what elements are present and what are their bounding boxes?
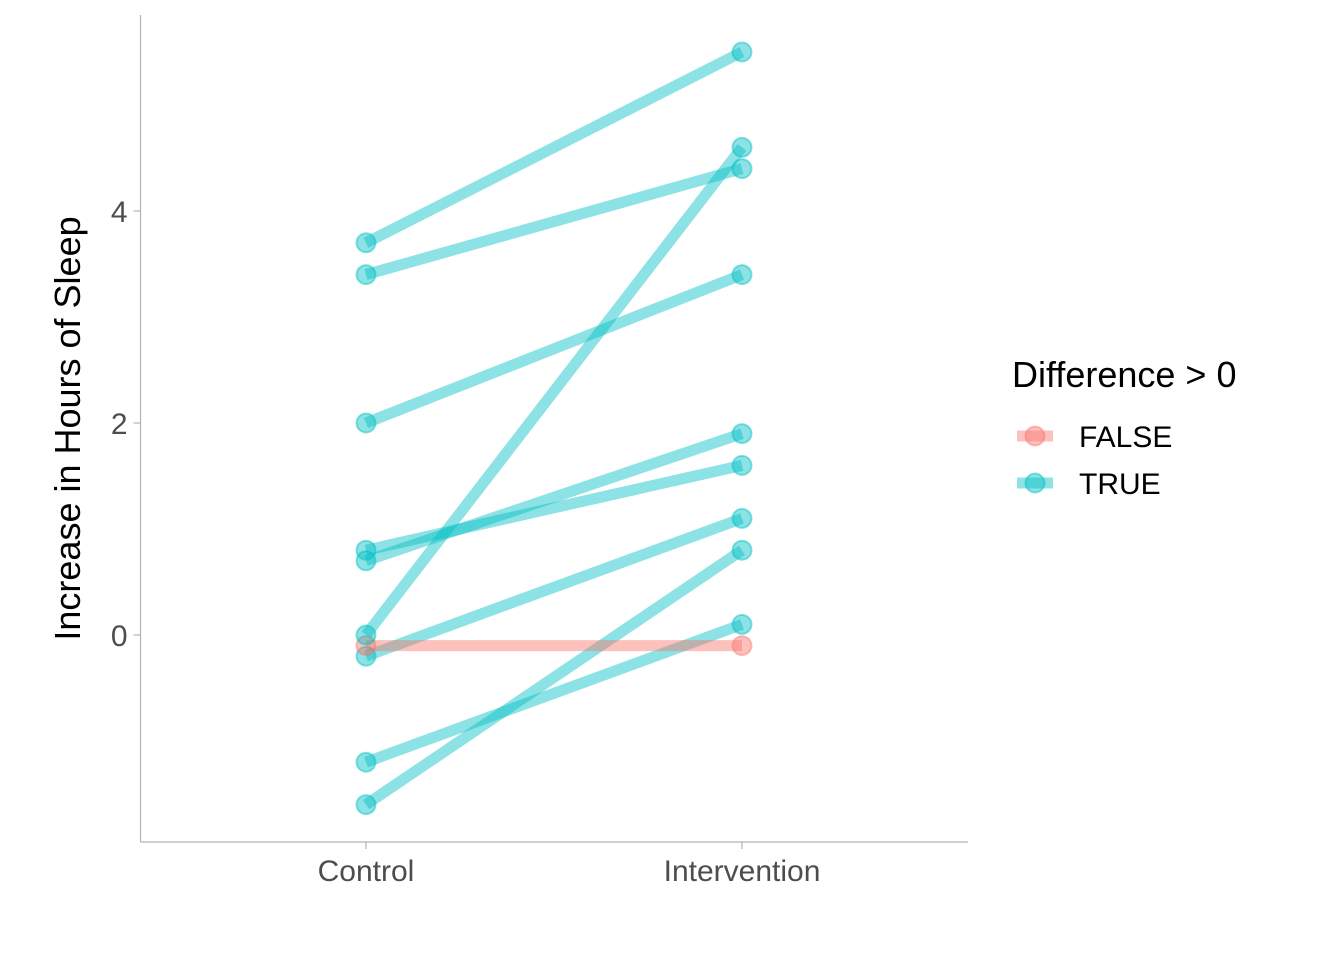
y-ticks: 0 2 4 xyxy=(111,196,141,653)
data-point xyxy=(731,635,753,657)
data-point xyxy=(355,232,377,254)
series-lines xyxy=(361,47,747,810)
data-point xyxy=(731,158,753,180)
series-points xyxy=(355,41,753,816)
x-tick-label: Intervention xyxy=(664,855,821,888)
data-point xyxy=(355,794,377,816)
data-point xyxy=(731,41,753,63)
data-point xyxy=(355,751,377,773)
series-line xyxy=(363,47,745,248)
legend-label: TRUE xyxy=(1079,468,1161,501)
data-point xyxy=(731,136,753,158)
y-tick-label: 4 xyxy=(111,196,128,229)
data-point xyxy=(731,454,753,476)
y-tick-label: 2 xyxy=(111,408,128,441)
data-point xyxy=(731,539,753,561)
legend-label: FALSE xyxy=(1079,421,1172,454)
series-line xyxy=(364,163,744,280)
legend-entries: FALSE TRUE xyxy=(1017,421,1172,501)
data-point xyxy=(731,423,753,445)
series-line xyxy=(361,144,747,639)
data-point xyxy=(731,507,753,529)
series-line xyxy=(364,619,744,768)
y-axis-title: Increase in Hours of Sleep xyxy=(47,216,88,640)
data-point xyxy=(355,539,377,561)
data-point xyxy=(355,264,377,286)
data-point xyxy=(731,264,753,286)
data-point xyxy=(355,550,377,572)
legend-title: Difference > 0 xyxy=(1012,354,1236,395)
data-point xyxy=(355,624,377,646)
legend: Difference > 0 FALSE TRUE xyxy=(1012,354,1236,501)
data-point xyxy=(731,613,753,635)
data-point xyxy=(355,645,377,667)
axes xyxy=(139,15,968,843)
series-line xyxy=(363,269,745,429)
series-line xyxy=(364,428,744,567)
legend-key-point xyxy=(1024,425,1046,447)
y-tick-label: 0 xyxy=(111,620,128,653)
data-point xyxy=(355,412,377,434)
legend-key-point xyxy=(1024,472,1046,494)
x-ticks: Control Intervention xyxy=(318,842,821,888)
x-tick-label: Control xyxy=(318,855,415,888)
series-line xyxy=(364,460,744,556)
series-line xyxy=(362,545,746,810)
series-line xyxy=(364,513,744,662)
data-point xyxy=(355,635,377,657)
